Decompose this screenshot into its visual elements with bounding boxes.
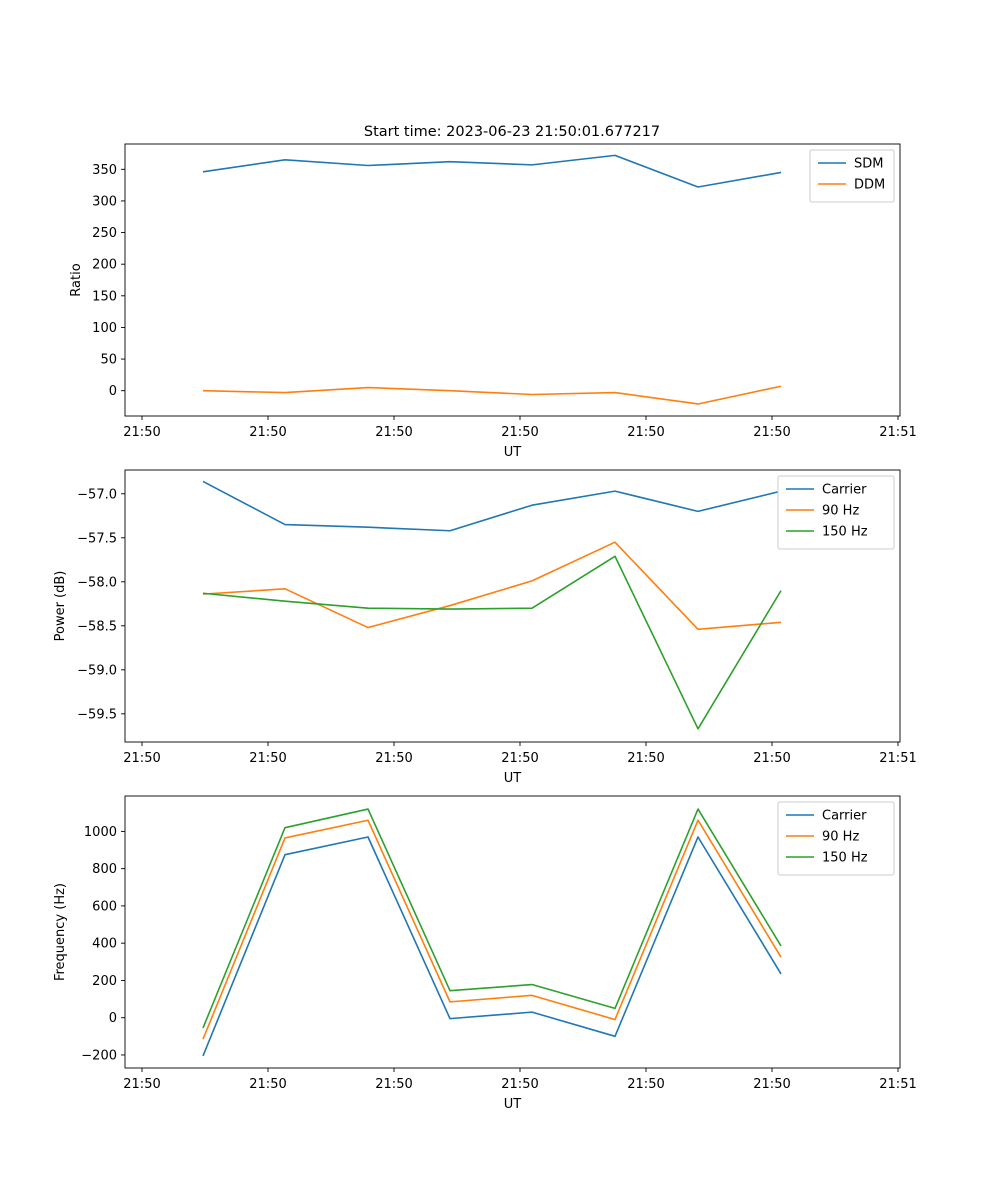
figure-title: Start time: 2023-06-23 21:50:01.677217 (364, 124, 660, 140)
y-tick-label: −58.0 (77, 575, 117, 590)
x-tick-label: 21:50 (123, 751, 160, 766)
y-tick-label: 800 (92, 862, 117, 877)
x-tick-label: 21:50 (753, 751, 790, 766)
plot-frame (124, 143, 901, 417)
x-tick-label: 21:50 (627, 751, 664, 766)
y-tick-label: −58.5 (77, 619, 117, 634)
y-tick-label: 300 (92, 194, 117, 209)
y-axis-label: Power (dB) (53, 571, 68, 642)
y-tick-label: −57.0 (77, 487, 117, 502)
series-line-150-hz (202, 808, 782, 1029)
x-tick-label: 21:51 (879, 751, 916, 766)
x-axis-label: UT (504, 771, 522, 786)
y-tick-label: 100 (92, 321, 117, 336)
x-tick-label: 21:50 (627, 425, 664, 440)
x-axis-label: UT (504, 445, 522, 460)
y-tick-label: −200 (81, 1048, 117, 1063)
legend-label: 150 Hz (822, 525, 868, 540)
y-tick-label: 250 (92, 226, 117, 241)
y-tick-label: 400 (92, 937, 117, 952)
y-axis-label: Frequency (Hz) (53, 883, 68, 981)
y-axis-label: Ratio (69, 263, 84, 296)
plot-frame (124, 795, 901, 1069)
legend-label: 90 Hz (822, 504, 859, 519)
series-line-ddm (202, 385, 782, 405)
x-tick-label: 21:50 (375, 1077, 412, 1092)
y-tick-label: 0 (109, 384, 117, 399)
y-tick-label: 200 (92, 974, 117, 989)
x-tick-label: 21:50 (501, 425, 538, 440)
chart-panel-3: 21:50 21:50 21:50 21:50 21:50 21:50 21:51 UT −20… (53, 795, 917, 1112)
x-tick-label: 21:51 (879, 425, 916, 440)
x-tick-label: 21:50 (249, 751, 286, 766)
plot-frame (124, 469, 901, 743)
x-tick-label: 21:50 (501, 1077, 538, 1092)
x-tick-label: 21:50 (501, 751, 538, 766)
legend-label: Carrier (822, 483, 867, 498)
x-tick-label: 21:50 (123, 1077, 160, 1092)
x-tick-label: 21:50 (627, 1077, 664, 1092)
chart-panel-1: 21:50 21:50 21:50 21:50 21:50 21:50 21:51 UT 0 50… (69, 143, 917, 460)
legend-label: 150 Hz (822, 851, 868, 866)
chart-panel-2: 21:50 21:50 21:50 21:50 21:50 21:50 21:51 UT −57… (53, 469, 917, 786)
y-tick-label: 50 (100, 353, 117, 368)
x-tick-label: 21:50 (375, 751, 412, 766)
series-line-150-hz (202, 555, 782, 730)
y-tick-label: −59.0 (77, 663, 117, 678)
series-line-sdm (202, 154, 782, 188)
legend-label: DDM (854, 178, 885, 193)
legend: Carrier 90 Hz 150 Hz (777, 801, 895, 876)
series-line-90-hz (202, 819, 782, 1040)
y-tick-label: 1000 (84, 825, 117, 840)
x-tick-label: 21:50 (249, 1077, 286, 1092)
y-tick-label: 350 (92, 163, 117, 178)
y-tick-label: 600 (92, 899, 117, 914)
series-line-90-hz (202, 541, 782, 631)
series-line-carrier (202, 836, 782, 1057)
y-tick-label: −57.5 (77, 531, 117, 546)
legend-label: Carrier (822, 809, 867, 824)
x-tick-label: 21:51 (879, 1077, 916, 1092)
y-tick-label: 0 (109, 1011, 117, 1026)
y-tick-label: −59.5 (77, 707, 117, 722)
legend-label: SDM (854, 157, 883, 172)
x-tick-label: 21:50 (375, 425, 412, 440)
x-axis-label: UT (504, 1097, 522, 1112)
x-tick-label: 21:50 (753, 425, 790, 440)
x-tick-label: 21:50 (249, 425, 286, 440)
y-tick-label: 150 (92, 289, 117, 304)
chart-panels: 21:50 21:50 21:50 21:50 21:50 21:50 21:51 UT 0 50… (53, 143, 917, 1112)
legend: SDM DDM (809, 149, 895, 203)
series-line-carrier (202, 480, 782, 532)
x-tick-label: 21:50 (753, 1077, 790, 1092)
y-tick-label: 200 (92, 258, 117, 273)
legend-label: 90 Hz (822, 830, 859, 845)
legend: Carrier 90 Hz 150 Hz (777, 475, 895, 550)
x-tick-label: 21:50 (123, 425, 160, 440)
